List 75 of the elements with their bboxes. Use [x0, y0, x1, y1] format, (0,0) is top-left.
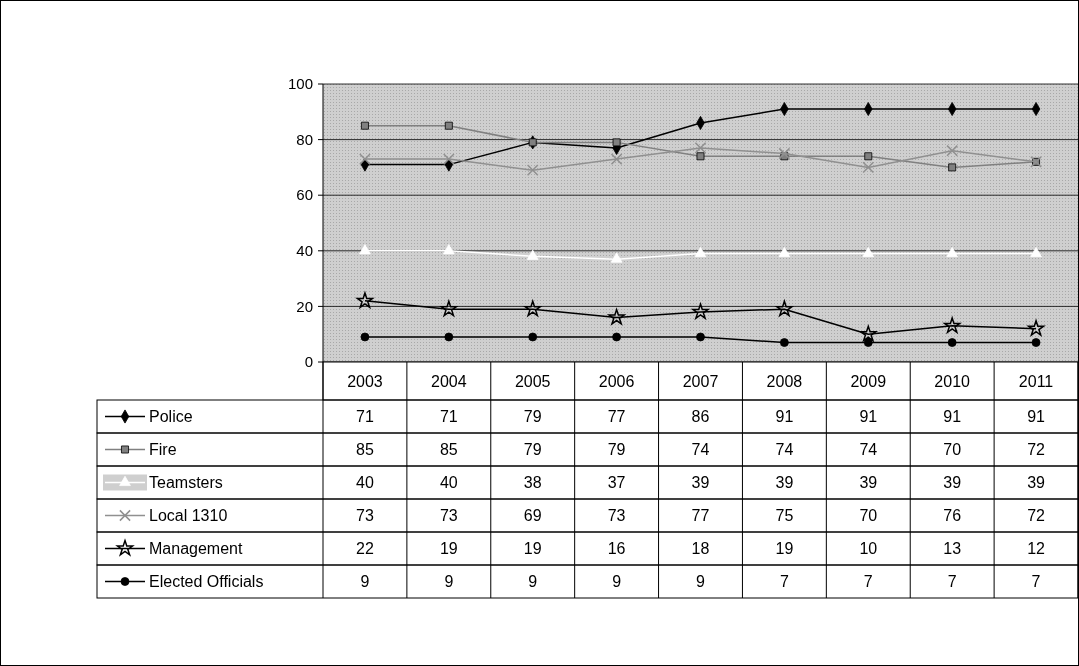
- data-label: 79: [607, 441, 626, 459]
- data-label: 71: [439, 408, 458, 426]
- data-label: 73: [607, 507, 626, 525]
- x-tick-label: 2004: [431, 372, 467, 390]
- data-label: 72: [1027, 507, 1046, 525]
- data-label: 9: [444, 573, 454, 591]
- data-label: 70: [943, 441, 962, 459]
- data-label: 39: [775, 474, 794, 492]
- data-label: 91: [859, 408, 878, 426]
- data-label: 39: [691, 474, 710, 492]
- legend-label: Police: [149, 408, 193, 426]
- legend-label: Fire: [149, 441, 177, 459]
- legend-label: Teamsters: [149, 474, 223, 492]
- data-label: 71: [356, 408, 374, 426]
- data-label: 77: [607, 408, 626, 426]
- x-tick-label: 2003: [347, 372, 383, 390]
- x-tick-label: 2010: [934, 372, 971, 390]
- data-label: 91: [943, 408, 962, 426]
- data-label: 40: [356, 474, 374, 492]
- y-tick-label: 80: [296, 130, 313, 148]
- data-label: 7: [863, 573, 873, 591]
- x-tick-label: 2006: [598, 372, 635, 390]
- data-label: 7: [779, 573, 789, 591]
- x-tick-label: 2007: [682, 372, 719, 390]
- data-label: 75: [775, 507, 794, 525]
- data-label: 9: [360, 573, 370, 591]
- data-label: 12: [1027, 540, 1046, 558]
- data-label: 10: [859, 540, 878, 558]
- data-label: 73: [356, 507, 374, 525]
- x-tick-label: 2009: [850, 372, 887, 390]
- y-tick-label: 40: [296, 242, 313, 260]
- data-label: 69: [523, 507, 542, 525]
- legend-label: Elected Officials: [149, 573, 264, 591]
- data-label: 91: [1027, 408, 1046, 426]
- data-label: 86: [691, 408, 710, 426]
- data-label: 73: [439, 507, 458, 525]
- data-label: 85: [356, 441, 374, 459]
- data-label: 85: [439, 441, 458, 459]
- x-tick-label: 2011: [1018, 372, 1054, 390]
- y-tick-label: 100: [287, 75, 313, 93]
- data-label: 38: [523, 474, 542, 492]
- data-label: 40: [439, 474, 458, 492]
- data-label: 19: [775, 540, 794, 558]
- data-label: 70: [859, 507, 878, 525]
- data-label: 79: [523, 408, 542, 426]
- data-label: 9: [612, 573, 622, 591]
- data-label: 19: [523, 540, 542, 558]
- data-label: 74: [691, 441, 710, 459]
- data-label: 13: [943, 540, 962, 558]
- data-label: 74: [859, 441, 878, 459]
- data-label: 77: [691, 507, 710, 525]
- data-label: 7: [947, 573, 957, 591]
- data-label: 37: [607, 474, 626, 492]
- data-label: 39: [1027, 474, 1046, 492]
- data-label: 91: [775, 408, 794, 426]
- legend-label: Local 1310: [149, 507, 228, 525]
- x-tick-label: 2008: [766, 372, 803, 390]
- data-label: 39: [943, 474, 962, 492]
- legend-label: Management: [149, 540, 243, 558]
- data-label: 22: [356, 540, 374, 558]
- data-label: 79: [523, 441, 542, 459]
- y-tick-label: 60: [296, 186, 313, 204]
- data-label: 72: [1027, 441, 1046, 459]
- x-tick-label: 2005: [514, 372, 551, 390]
- data-label: 18: [691, 540, 710, 558]
- data-label: 74: [775, 441, 794, 459]
- data-label: 16: [607, 540, 626, 558]
- y-tick-label: 0: [304, 353, 313, 371]
- y-tick-label: 20: [296, 297, 313, 315]
- data-label: 39: [859, 474, 878, 492]
- data-label: 9: [528, 573, 538, 591]
- data-label: 9: [696, 573, 706, 591]
- data-label: 76: [943, 507, 962, 525]
- data-label: 19: [439, 540, 458, 558]
- data-label: 7: [1031, 573, 1041, 591]
